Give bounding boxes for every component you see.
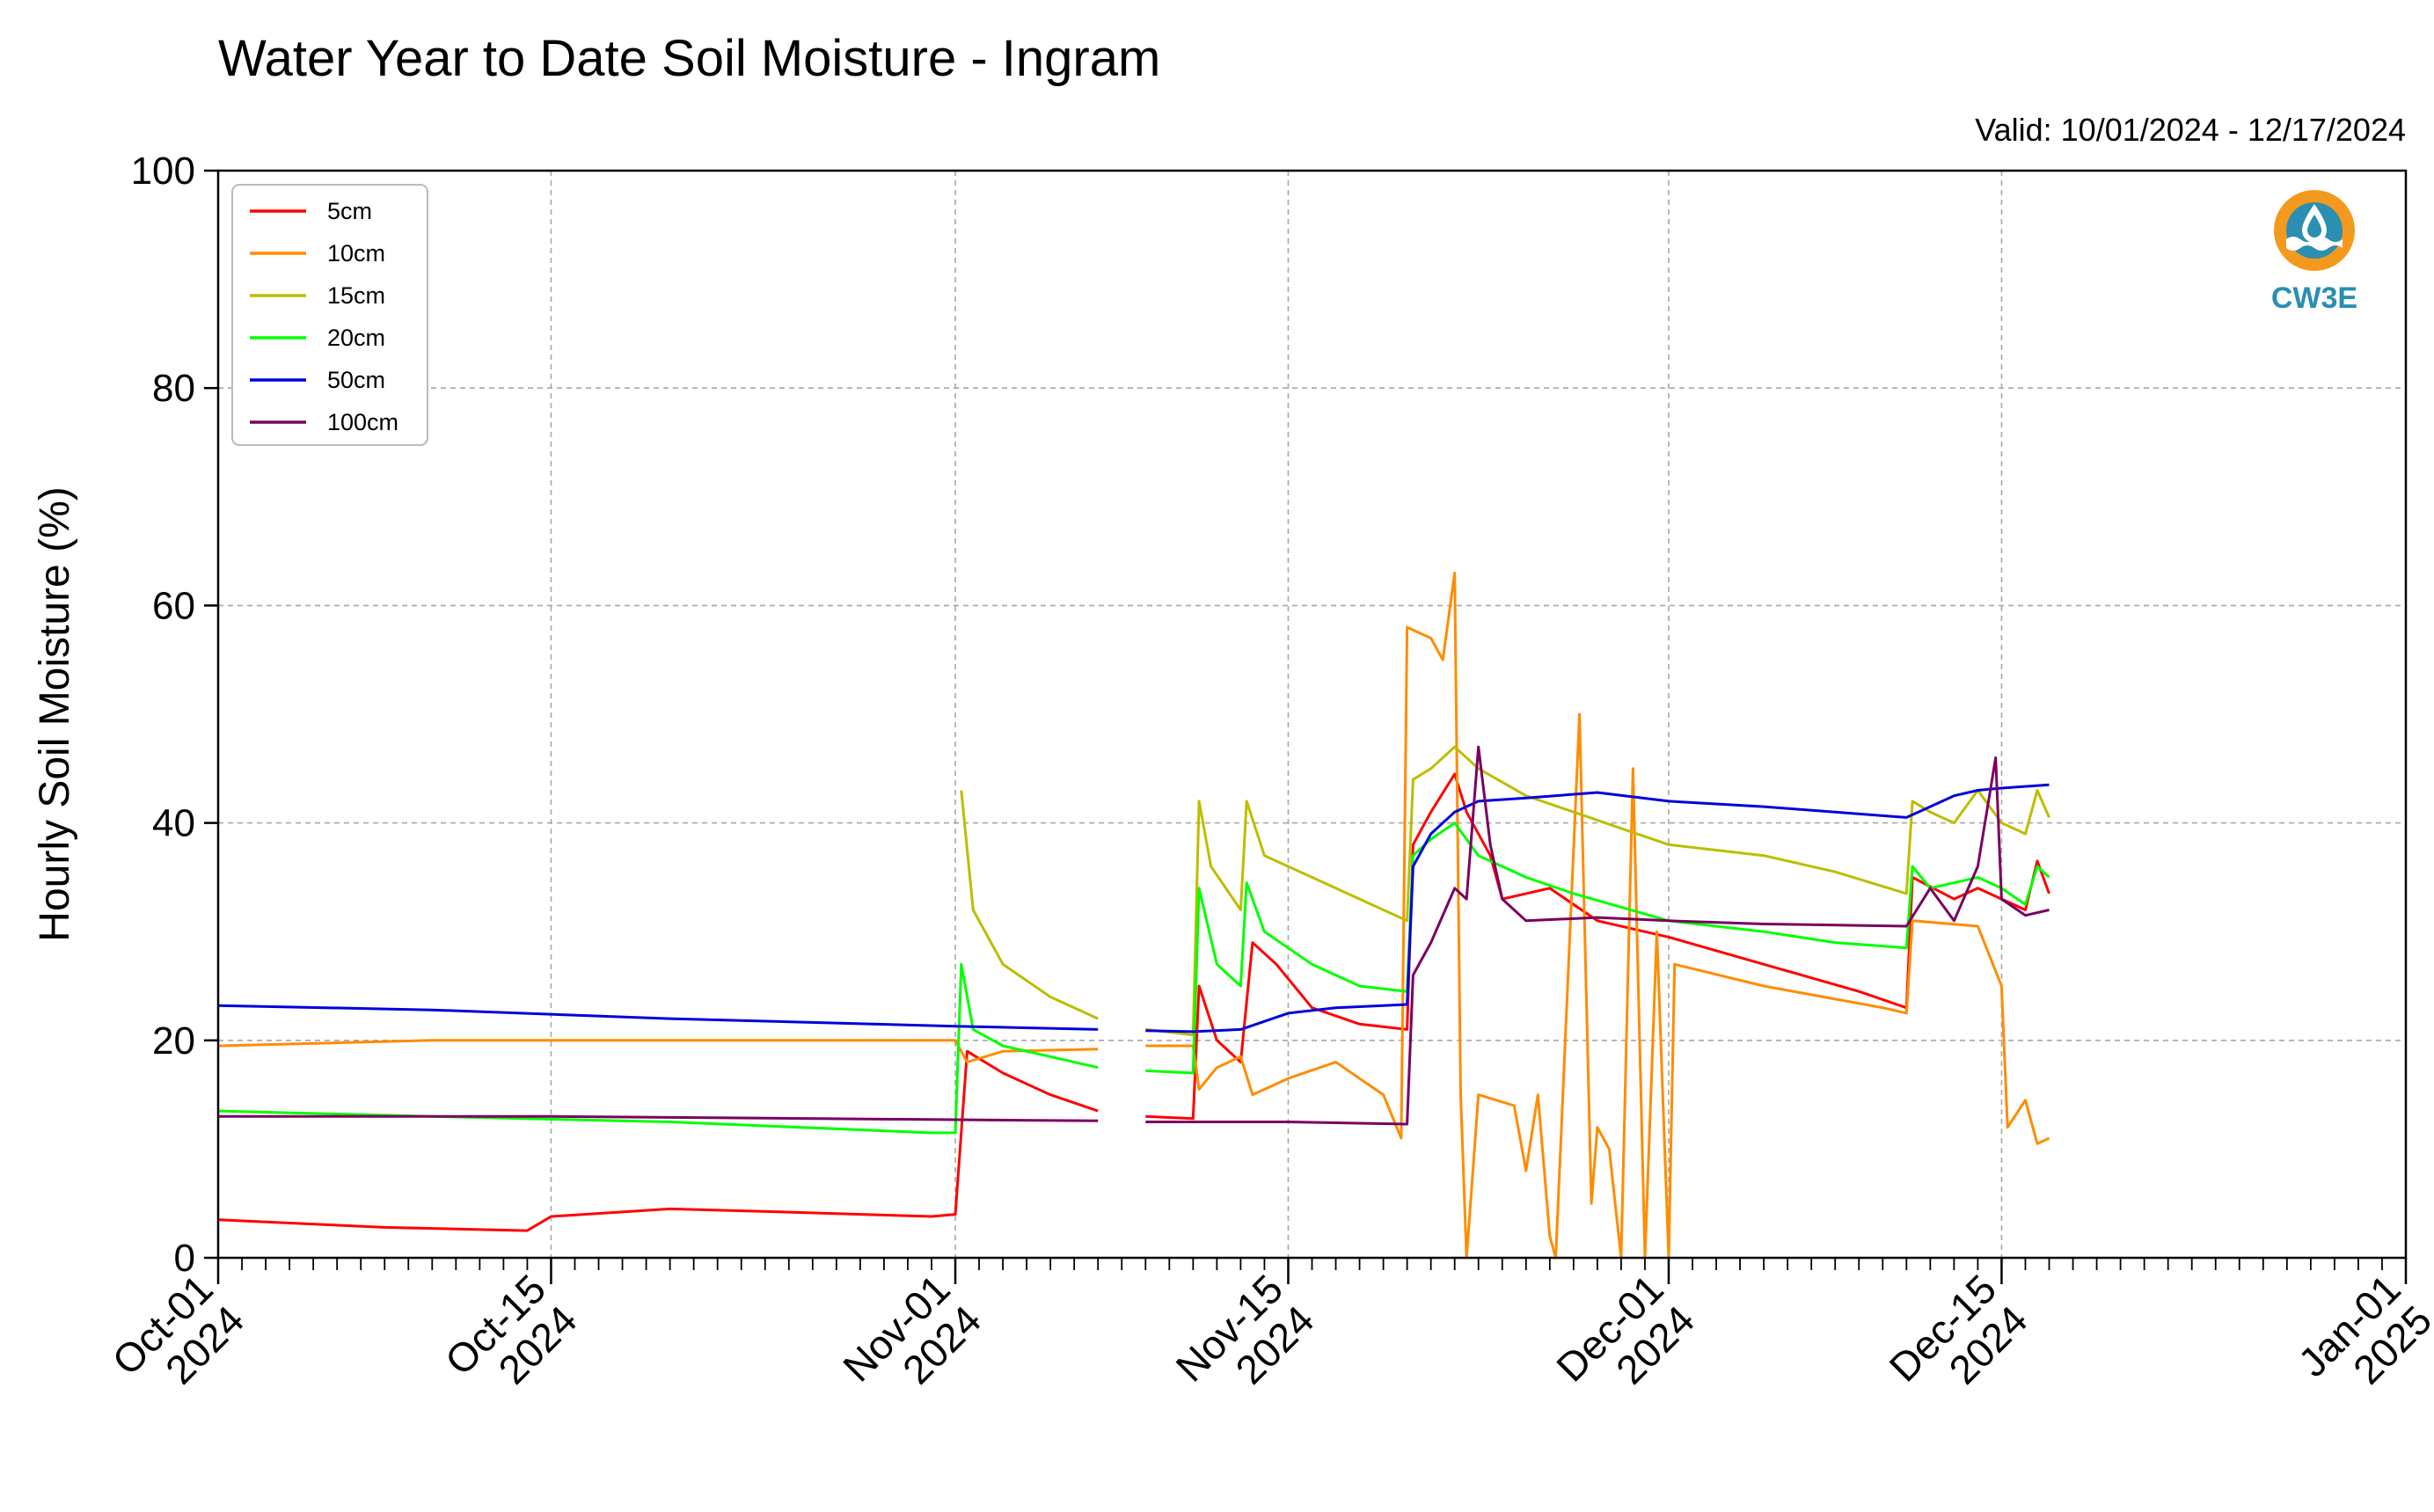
legend: 5cm 10cm 15cm 20cm 50cm 100cm [231,184,428,446]
grid-lines [218,171,2406,1258]
plot-frame [216,169,2408,1260]
series-line-10cm [217,571,2050,1260]
axis-ticks [204,169,2408,1284]
logo-drop-core-icon [2307,215,2321,237]
logo-text: CW3E [2271,281,2357,315]
series-line-15cm [960,745,2050,1037]
series-line-50cm [217,783,2050,1034]
y-tick-label: 0 [174,1237,195,1280]
series-line-20cm [217,822,2050,1135]
chart-subtitle: Valid: 10/01/2024 - 12/17/2024 [1975,112,2406,148]
y-tick-labels: 0 20 40 60 80 100 [131,150,195,1280]
y-tick-label: 40 [152,802,195,845]
y-tick-label: 80 [152,367,195,410]
y-tick-label: 20 [152,1019,195,1063]
chart-title: Water Year to Date Soil Moisture - Ingra… [218,30,1160,87]
legend-label-10cm: 10cm [327,240,385,267]
y-tick-label: 100 [131,150,195,193]
legend-label-5cm: 5cm [327,198,372,224]
legend-label-100cm: 100cm [327,409,398,435]
logo-wave-icon [2286,237,2343,251]
y-tick-label: 60 [152,584,195,627]
legend-label-15cm: 15cm [327,282,385,309]
cw3e-logo: CW3E [2271,190,2357,315]
y-axis-label: Hourly Soil Moisture (%) [32,486,78,941]
series-line-100cm [218,745,2050,1126]
legend-label-20cm: 20cm [327,325,385,351]
series-line-5cm [217,772,2050,1232]
legend-label-50cm: 50cm [327,367,385,393]
series-layer [217,571,2050,1260]
